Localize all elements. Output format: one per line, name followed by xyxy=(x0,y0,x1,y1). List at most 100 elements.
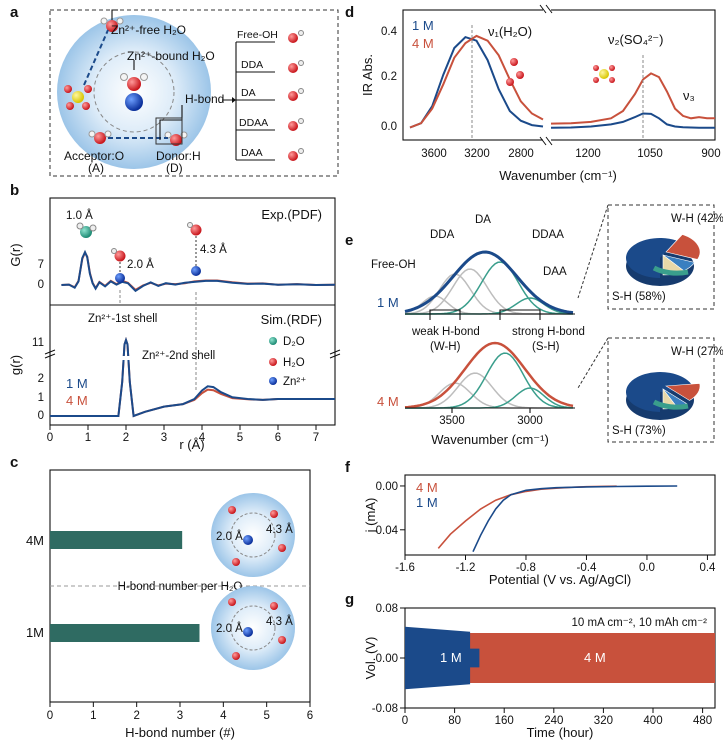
d-ytick: 0.2 xyxy=(381,71,397,83)
e-pie-weak-slice xyxy=(665,383,701,401)
f-plot xyxy=(437,485,678,553)
c-inset-1m: 2.0 Å 4.3 Å xyxy=(211,586,295,670)
panel-c: H-bond number per H₂O 0 1 2 3 4 5 6 4M 1M H-bo… xyxy=(26,469,313,740)
panel-e: 3500 3000 Wavenumber (cm⁻¹) 1 M 4 M Free… xyxy=(371,204,723,447)
c-xtick-label: 5 xyxy=(263,710,269,722)
free-water-label: Zn²⁺-free H₂O xyxy=(111,23,186,37)
f-ylabel: j (mA) xyxy=(363,498,378,534)
e-pie-weak-slice xyxy=(665,234,701,260)
d-plot xyxy=(409,25,715,138)
c-inset-dist-a: 2.0 Å xyxy=(216,530,243,543)
solvation-sphere xyxy=(57,15,211,169)
d-peak-3: ν₃ xyxy=(683,88,695,103)
d-ylabel: IR Abs. xyxy=(360,54,375,96)
g-ytick-label: -0.08 xyxy=(372,703,398,715)
e-ddaa: DDAA xyxy=(532,229,564,241)
c-bar-4M xyxy=(50,531,183,549)
b-xticks: 0 1 2 3 4 5 6 7 xyxy=(47,425,319,444)
b-xtick-label: 6 xyxy=(275,432,281,444)
b-xtick-label: 0 xyxy=(47,432,53,444)
b-xtick-label: 2 xyxy=(123,432,129,444)
c-xtick-label: 1 xyxy=(90,710,96,722)
f-xlabel: Potential (V vs. Ag/AgCl) xyxy=(489,572,631,587)
free-water xyxy=(100,17,124,32)
d-series-right-4M xyxy=(550,72,715,125)
e-pie1-weak: W-H (42%) xyxy=(671,213,723,225)
type-da: DA xyxy=(241,87,256,99)
donor-label: Donor:H xyxy=(156,149,201,163)
first-shell-ring xyxy=(93,51,175,133)
c-plot xyxy=(50,531,200,642)
b-ytick: 0 xyxy=(38,410,44,422)
panel-d-frame xyxy=(402,9,716,141)
hbond-label: H-bond xyxy=(185,92,224,106)
e-strong: strong H-bond xyxy=(512,326,585,338)
panel-b-frame xyxy=(49,197,336,426)
e-pie-strong-slice xyxy=(626,238,677,278)
c-bar-1M xyxy=(50,624,200,642)
d-peak-2: ν₂(SO₄²⁻) xyxy=(608,32,664,47)
type-ddaa: DDAA xyxy=(239,117,268,129)
c-xtick-label: 3 xyxy=(177,710,183,722)
g-xlabel: Time (hour) xyxy=(527,725,594,740)
g-xtick-label: 400 xyxy=(643,715,662,727)
e-1m-component xyxy=(404,273,573,315)
b-ytick: 11 xyxy=(32,337,44,349)
f-series-1M xyxy=(472,485,678,553)
c-xticks: 0 1 2 3 4 5 6 xyxy=(47,702,313,722)
g-label-4m: 4 M xyxy=(584,650,606,665)
zn-ion xyxy=(125,93,143,111)
c-cat-4m: 4M xyxy=(26,533,44,548)
panel-a: Zn²⁺-free H₂O Zn²⁺-bound H₂O H-bond Acce… xyxy=(49,9,339,177)
b-ytick: 7 xyxy=(38,259,44,271)
e-pie-rim xyxy=(652,399,689,410)
b-ytick: 2 xyxy=(38,373,44,385)
b-xtick-label: 5 xyxy=(237,432,243,444)
e-label-4m: 4 M xyxy=(377,394,399,409)
b-legend-h2o: H₂O xyxy=(283,357,305,369)
d-peak-1: ν₁(H₂O) xyxy=(488,24,532,39)
f-ytick-label: 0.00 xyxy=(376,481,398,493)
bound-water xyxy=(120,73,148,91)
panel-f-frame xyxy=(404,474,716,556)
f-xtick-label: -1.6 xyxy=(395,562,415,574)
c-xtick-label: 4 xyxy=(220,710,227,722)
e-1m-envelope xyxy=(404,250,574,315)
g-ticks: 0 80 160 240 320 400 480 0.08 0.00 -0.08 xyxy=(372,603,712,727)
b-bottom-title: Sim.(RDF) xyxy=(261,312,322,327)
panel-label-c: c xyxy=(10,454,18,471)
e-strong-sub: (S-H) xyxy=(532,341,560,353)
b-top-ylabel: G(r) xyxy=(8,243,23,266)
e-dda: DDA xyxy=(430,229,455,241)
b-plot xyxy=(50,249,336,418)
e-pie-rim xyxy=(652,265,689,276)
b-xtick-label: 3 xyxy=(161,432,167,444)
donor-sub: (D) xyxy=(166,161,183,175)
c-inset-dist-a: 2.0 Å xyxy=(216,622,243,635)
f-ticks: -1.6 -1.2 -0.8 -0.4 0.0 0.4 0.00 -0.04 xyxy=(372,481,716,574)
b-bottom-ylabel: g(r) xyxy=(8,355,23,375)
c-cat-1m: 1M xyxy=(26,625,44,640)
g-ytick-label: 0.08 xyxy=(376,603,398,615)
g-ytick-label: 0.00 xyxy=(376,653,398,665)
d-series-right-1M xyxy=(550,112,715,129)
panel-f: -1.6 -1.2 -0.8 -0.4 0.0 0.4 0.00 -0.04 j (mA) P… xyxy=(363,474,716,587)
e-xtick: 3000 xyxy=(517,415,543,427)
panel-label-d: d xyxy=(345,4,354,21)
d-xtick: 900 xyxy=(701,148,720,160)
b-xtick-label: 7 xyxy=(313,432,319,444)
b-shell2: Zn²⁺-2nd shell xyxy=(142,350,215,362)
b-xtick-label: 4 xyxy=(199,432,206,444)
f-xtick-label: -0.8 xyxy=(516,562,536,574)
type-molecules xyxy=(288,30,304,161)
g-xtick-label: 0 xyxy=(402,715,408,727)
d-molecules xyxy=(506,58,615,86)
panel-label-g: g xyxy=(345,591,354,608)
g-xtick-label: 240 xyxy=(544,715,563,727)
e-pie1-strong: S-H (58%) xyxy=(612,291,666,303)
e-pie2-weak: W-H (27%) xyxy=(671,346,723,358)
type-free-oh: Free-OH xyxy=(237,29,278,41)
b-annot-1: 1.0 Å xyxy=(66,209,93,222)
panel-a-frame xyxy=(49,9,339,177)
